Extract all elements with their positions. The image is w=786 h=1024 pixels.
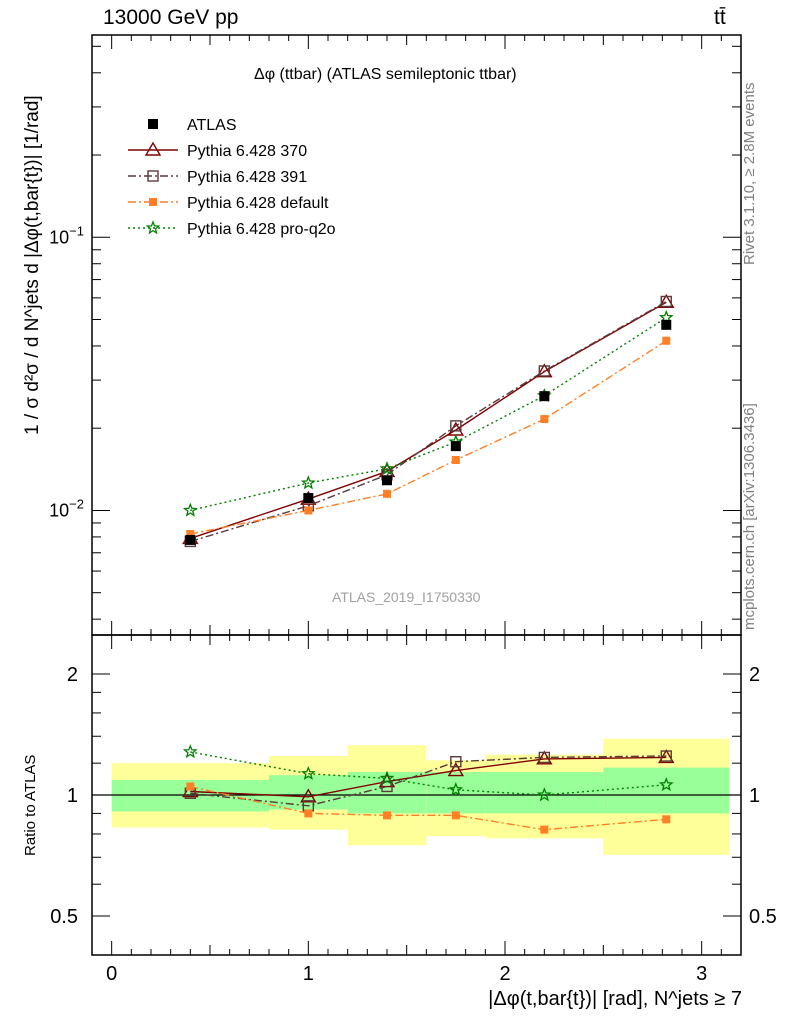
energy-label: 13000 GeV pp	[103, 6, 239, 29]
ratio-series-point	[182, 783, 199, 798]
legend-label: Pythia 6.428 default	[187, 195, 329, 212]
x-tick-label: 3	[696, 963, 707, 985]
main-series-point	[450, 420, 462, 432]
legend-marker	[144, 141, 162, 156]
main-series-line	[190, 340, 667, 535]
main-series-point	[451, 455, 460, 464]
main-series-line	[190, 300, 667, 543]
ratio-series-point	[379, 770, 395, 785]
main-series-point	[450, 441, 461, 452]
x-axis-label: |Δφ(t,bar{t})| [rad], N^jets ≥ 7	[488, 988, 742, 1010]
main-series-point	[182, 502, 198, 517]
ratio-series-point	[660, 750, 672, 762]
main-series-point	[303, 493, 314, 504]
main-series-line	[190, 301, 667, 540]
ratio-y-tick-label: 1	[67, 785, 78, 807]
ratio-series-point	[540, 825, 549, 834]
ratio-series-point	[300, 788, 317, 803]
ratio-series-line	[190, 785, 667, 831]
legend-label: Pythia 6.428 391	[187, 169, 307, 186]
main-series-point	[536, 363, 553, 378]
ratio-y-tick-label-right: 1	[749, 785, 760, 807]
y-tick-label: 10−1	[49, 223, 84, 247]
y-tick-label: 10−2	[49, 496, 84, 520]
ratio-series-point	[658, 777, 674, 792]
x-tick-label: 1	[303, 963, 314, 985]
legend-label: ATLAS	[187, 117, 237, 134]
ratio-series-line	[190, 755, 667, 807]
ratio-y-tick-label-right: 2	[749, 664, 760, 686]
process-label: tt̄	[714, 6, 726, 29]
ratio-series-point	[182, 744, 198, 759]
main-series-point	[300, 475, 316, 490]
main-series-point	[382, 475, 392, 486]
legend-marker	[149, 198, 157, 206]
ratio-series-point	[304, 809, 313, 818]
ratio-series-point	[662, 815, 671, 824]
main-series-point	[304, 506, 313, 515]
legend-marker	[147, 170, 159, 182]
main-series-point	[379, 460, 395, 476]
ratio-y-tick-label: 2	[67, 664, 78, 686]
ratio-series-point	[447, 762, 465, 777]
ratio-series-point	[450, 756, 462, 768]
main-series-point	[660, 295, 672, 308]
main-series-point	[658, 293, 675, 308]
x-tick-label: 0	[106, 963, 117, 985]
main-series-point	[540, 415, 549, 424]
analysis-label: ATLAS_2019_I1750330	[332, 589, 481, 605]
ratio-series-point	[658, 749, 675, 764]
x-tick-label: 2	[499, 963, 510, 985]
main-series-point	[538, 365, 551, 377]
legend-label: Pythia 6.428 370	[187, 143, 307, 160]
main-series-point	[185, 534, 196, 545]
ratio-band-inner	[485, 772, 604, 814]
ratio-series-point	[451, 811, 460, 820]
ratio-y-tick-label: 0.5	[50, 906, 78, 928]
ratio-series-line	[190, 756, 667, 798]
main-series-point	[383, 489, 391, 498]
main-series-point	[662, 336, 671, 345]
ratio-series-point	[538, 751, 551, 764]
ratio-series-point	[536, 787, 552, 802]
ratio-series-point	[383, 811, 391, 820]
main-series-line	[190, 317, 667, 512]
main-series-point	[186, 529, 195, 538]
main-title: Δφ (ttbar) (ATLAS semileptonic ttbar)	[254, 66, 517, 83]
legend-marker	[145, 220, 161, 235]
legend-label: Pythia 6.428 pro-q2o	[187, 221, 336, 238]
ratio-band-inner	[603, 767, 730, 814]
ratio-series-point	[448, 782, 464, 797]
ratio-series-point	[300, 765, 316, 780]
ratio-series-point	[186, 782, 195, 791]
ratio-band-inner	[269, 775, 348, 810]
main-series-point	[539, 391, 550, 402]
main-series-point	[661, 319, 672, 330]
legend-marker	[148, 119, 158, 129]
ratio-y-tick-label-right: 0.5	[749, 906, 777, 928]
